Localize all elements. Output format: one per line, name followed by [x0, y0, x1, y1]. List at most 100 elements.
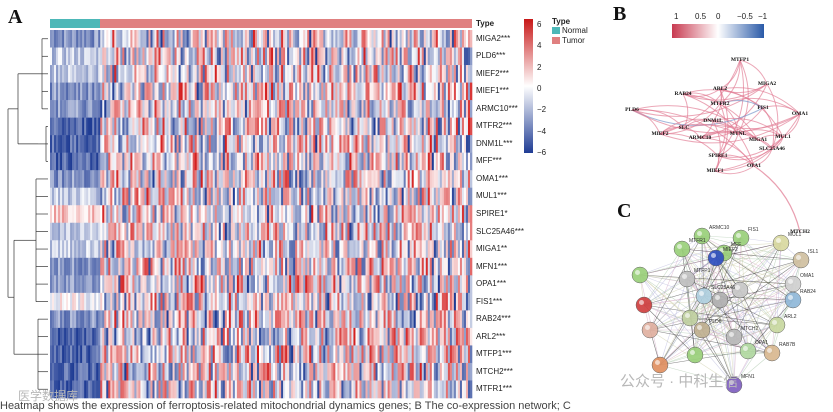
heatmap-cell [391, 345, 394, 364]
heatmap-cell [311, 222, 314, 241]
heatmap-cell [441, 257, 445, 276]
heatmap-cell [333, 30, 336, 48]
heatmap-cell [391, 222, 394, 241]
heatmap-cell [469, 345, 473, 364]
heatmap-cell [359, 292, 362, 311]
color-scale-tick: 2 [537, 62, 542, 72]
heatmap-cell [68, 310, 71, 329]
heatmap-cell [363, 310, 366, 329]
heatmap-cell [263, 362, 266, 381]
heatmap-cell [252, 65, 256, 83]
heatmap-cell [377, 47, 380, 66]
heatmap-cell [347, 310, 350, 329]
heatmap-cell [256, 380, 260, 399]
heatmap-cell [68, 345, 71, 364]
heatmap-cell [347, 117, 350, 136]
gene-label: SLC25A46*** [476, 226, 525, 236]
heatmap-cell [349, 275, 352, 294]
heatmap-cell [355, 47, 358, 66]
heatmap-cell [188, 152, 191, 171]
heatmap-cell [337, 205, 340, 224]
heatmap-cell [395, 82, 398, 101]
heatmap-cell [76, 345, 79, 364]
heatmap-cell [293, 380, 296, 399]
heatmap-cell [341, 65, 344, 83]
heatmap-cell [299, 47, 302, 66]
heatmap-cell [317, 362, 320, 381]
heatmap-cell [337, 327, 340, 346]
heatmap-cell [395, 30, 398, 48]
heatmap-cell [393, 117, 396, 136]
heatmap-cell [126, 240, 129, 259]
heatmap-cell [108, 30, 111, 48]
color-scale-tick: −4 [537, 126, 547, 136]
heatmap-cell [443, 257, 447, 276]
heatmap-cell [273, 187, 276, 206]
heatmap-cell [124, 170, 127, 189]
heatmap-cell [447, 152, 451, 171]
heatmap-cell [415, 65, 419, 83]
heatmap-cell [172, 310, 175, 329]
heatmap-cell [102, 82, 105, 101]
heatmap-cell [154, 257, 157, 276]
color-scale-bar [524, 19, 533, 153]
heatmap-cell [256, 292, 260, 311]
heatmap-cell [56, 47, 59, 66]
heatmap-cell [122, 117, 125, 136]
heatmap-cell [208, 275, 212, 294]
heatmap-cell [363, 292, 366, 311]
heatmap-cell [349, 380, 352, 399]
heatmap-cell [345, 327, 348, 346]
heatmap-cell [269, 117, 272, 136]
heatmap-cell [379, 82, 382, 101]
heatmap-cell [242, 187, 246, 206]
heatmap-cell [104, 187, 107, 206]
heatmap-cell [206, 47, 210, 66]
heatmap-cell [357, 380, 360, 399]
heatmap-cell [275, 187, 278, 206]
heatmap-cell [391, 205, 394, 224]
heatmap-cell [240, 65, 244, 83]
heatmap-cell [437, 257, 441, 276]
heatmap-cell [277, 170, 280, 189]
heatmap-cell [68, 30, 71, 48]
heatmap-cell [439, 257, 443, 276]
heatmap-cell [307, 152, 310, 171]
heatmap-cell [277, 135, 280, 153]
network-node-label: ARL2 [712, 86, 728, 92]
heatmap-cell [373, 187, 376, 206]
heatmap-cell [234, 362, 238, 381]
heatmap-cell [110, 380, 113, 399]
heatmap-cell [273, 152, 276, 171]
heatmap-cell [162, 345, 165, 364]
heatmap-cell [62, 170, 65, 189]
heatmap-cell [343, 362, 346, 381]
heatmap-cell [216, 117, 220, 136]
heatmap-cell [222, 275, 226, 294]
heatmap-cell [204, 65, 208, 83]
heatmap-cell [184, 345, 187, 364]
heatmap-cell [325, 30, 328, 48]
heatmap-cell [198, 47, 202, 66]
heatmap-cell [369, 205, 372, 224]
heatmap-cell [393, 345, 396, 364]
heatmap-cell [391, 82, 394, 101]
heatmap-cell [391, 117, 394, 136]
heatmap-cell [62, 30, 65, 48]
heatmap-cell [124, 292, 127, 311]
heatmap-cell [417, 222, 421, 241]
heatmap-cell [82, 362, 85, 381]
heatmap-cell [325, 222, 328, 241]
heatmap-cell [134, 205, 137, 224]
heatmap-cell [150, 275, 153, 294]
heatmap-cell [250, 135, 254, 153]
heatmap-cell [92, 222, 95, 241]
heatmap-cell [56, 310, 59, 329]
heatmap-cell [50, 240, 53, 259]
heatmap-cell [469, 310, 473, 329]
heatmap-cell [395, 327, 398, 346]
heatmap-cell [375, 30, 378, 48]
heatmap-cell [132, 292, 135, 311]
heatmap-cell [236, 152, 240, 171]
heatmap-cell [220, 100, 224, 118]
